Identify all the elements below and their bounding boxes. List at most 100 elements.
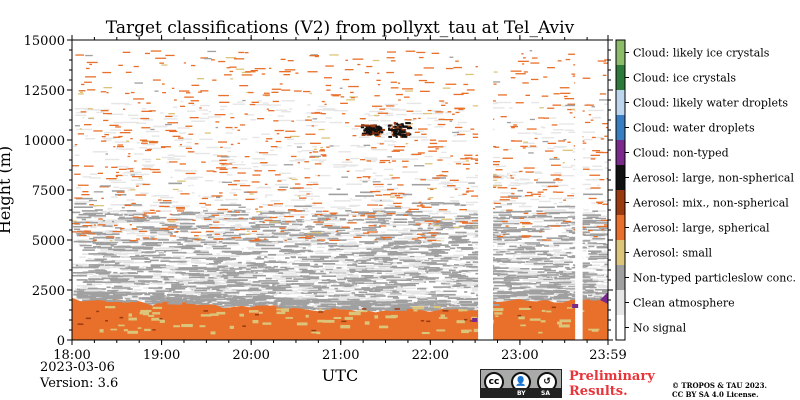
cell-non-typed	[365, 252, 377, 255]
cell-transition	[221, 302, 236, 304]
cell-aerosol-aloft	[131, 202, 136, 205]
cell-aerosol-aloft	[290, 135, 300, 138]
cell-transition	[557, 295, 569, 298]
cell-clean-atmosphere	[139, 192, 149, 194]
cell-transition	[392, 305, 410, 308]
cell-non-typed	[502, 261, 521, 263]
cell-non-typed	[242, 295, 252, 298]
cell-aerosol-aloft	[391, 177, 400, 179]
cell-aerosol-aloft	[151, 238, 158, 240]
cell-small-aerosol	[252, 320, 259, 324]
cell-aerosol-aloft	[234, 126, 238, 129]
cell-clean-atmosphere	[151, 195, 157, 197]
cell-aerosol-aloft	[364, 72, 369, 74]
cell-non-typed	[358, 213, 365, 216]
cell-clean-atmosphere	[126, 171, 137, 173]
cell-non-typed	[446, 228, 455, 231]
cell-aerosol-aloft	[377, 72, 380, 74]
cell-non-typed	[141, 243, 147, 246]
cell-clean-atmosphere	[402, 287, 413, 290]
cell-non-typed	[279, 250, 292, 253]
cell-clean-atmosphere	[262, 154, 278, 156]
cell-clean-atmosphere	[112, 289, 123, 291]
cell-clean-atmosphere	[242, 305, 246, 307]
cell-clean-atmosphere	[434, 289, 441, 292]
cell-aerosol-aloft	[326, 218, 331, 220]
cell-non-typed	[484, 253, 504, 256]
cell-transition	[151, 297, 165, 300]
classification-cells	[72, 40, 608, 340]
cell-aerosol-aloft	[455, 163, 461, 165]
cell-clean-atmosphere	[383, 168, 394, 171]
cell-non-typed	[475, 235, 481, 237]
cell-mixed-aerosol	[255, 314, 259, 316]
cell-clean-atmosphere	[242, 298, 252, 300]
cell-clean-atmosphere	[350, 275, 359, 277]
cell-aerosol-aloft	[97, 172, 103, 174]
cell-small-aerosol	[181, 324, 193, 328]
cell-non-typed	[419, 277, 439, 279]
cell-aerosol-aloft	[378, 204, 383, 206]
cell-non-typed	[265, 277, 272, 280]
cell-aerosol-aloft	[418, 128, 428, 130]
cell-clean-atmosphere	[177, 263, 188, 265]
cell-non-typed	[390, 266, 398, 269]
cell-non-typed	[142, 242, 153, 244]
cell-aerosol-aloft	[494, 146, 500, 148]
cell-non-typed	[560, 236, 569, 238]
cell-non-typed	[354, 285, 360, 287]
cell-aerosol-aloft	[252, 174, 261, 176]
cell-non-typed	[443, 290, 457, 293]
cell-clean-atmosphere	[394, 271, 407, 273]
cell-aerosol-aloft	[268, 110, 275, 112]
cell-clean-atmosphere	[540, 126, 545, 128]
cell-small-aerosol	[374, 315, 379, 319]
cell-non-typed	[148, 287, 163, 289]
cell-non-typed	[539, 284, 558, 286]
cell-aerosol-aloft	[555, 178, 560, 180]
cell-aerosol-aloft	[473, 226, 477, 228]
cell-clean-atmosphere	[76, 111, 87, 114]
cell-aerosol-aloft	[130, 174, 135, 176]
cell-clean-atmosphere	[368, 114, 379, 117]
cell-non-typed	[135, 212, 151, 214]
cell-clean-atmosphere	[431, 290, 447, 293]
cell-non-typed	[376, 299, 396, 302]
cell-non-typed	[317, 217, 330, 220]
cell-non-typed	[474, 285, 481, 288]
cell-non-typed	[184, 283, 189, 285]
cell-clean-atmosphere	[419, 274, 426, 276]
cell-transition	[528, 295, 534, 298]
cell-non-typed	[347, 266, 351, 269]
cell-clean-atmosphere	[361, 297, 376, 299]
cell-aerosol-aloft	[312, 118, 318, 120]
cell-aerosol-aloft	[362, 176, 371, 178]
cell-clean-atmosphere	[350, 157, 360, 160]
cell-non-typed	[427, 227, 434, 230]
cell-mixed-aerosol	[420, 320, 425, 322]
cell-aerosol-aloft	[466, 190, 474, 192]
cell-transition	[532, 297, 542, 300]
cell-non-typed	[261, 247, 282, 250]
cell-aerosol-aloft	[100, 185, 111, 187]
cell-non-typed	[177, 213, 196, 216]
cell-clean-atmosphere	[451, 201, 460, 203]
cell-clean-atmosphere	[136, 142, 140, 144]
cell-aerosol-aloft	[523, 57, 526, 59]
cell-non-typed	[300, 249, 312, 252]
cell-transition	[276, 305, 295, 308]
cell-aerosol-aloft	[330, 213, 337, 215]
cell-non-typed	[238, 214, 249, 216]
cell-non-typed	[214, 214, 232, 217]
cell-non-typed	[209, 273, 223, 276]
cell-non-typed	[121, 281, 131, 283]
cell-non-typed	[114, 239, 131, 241]
cell-aerosol-aloft	[84, 124, 92, 126]
cell-non-typed	[206, 234, 212, 236]
cell-clean-atmosphere	[289, 108, 293, 110]
cell-non-typed	[402, 241, 422, 243]
cell-aerosol-aloft	[185, 147, 192, 149]
cell-non-typed	[361, 287, 370, 289]
cell-clean-atmosphere	[251, 273, 264, 275]
cell-clean-atmosphere	[438, 183, 454, 185]
